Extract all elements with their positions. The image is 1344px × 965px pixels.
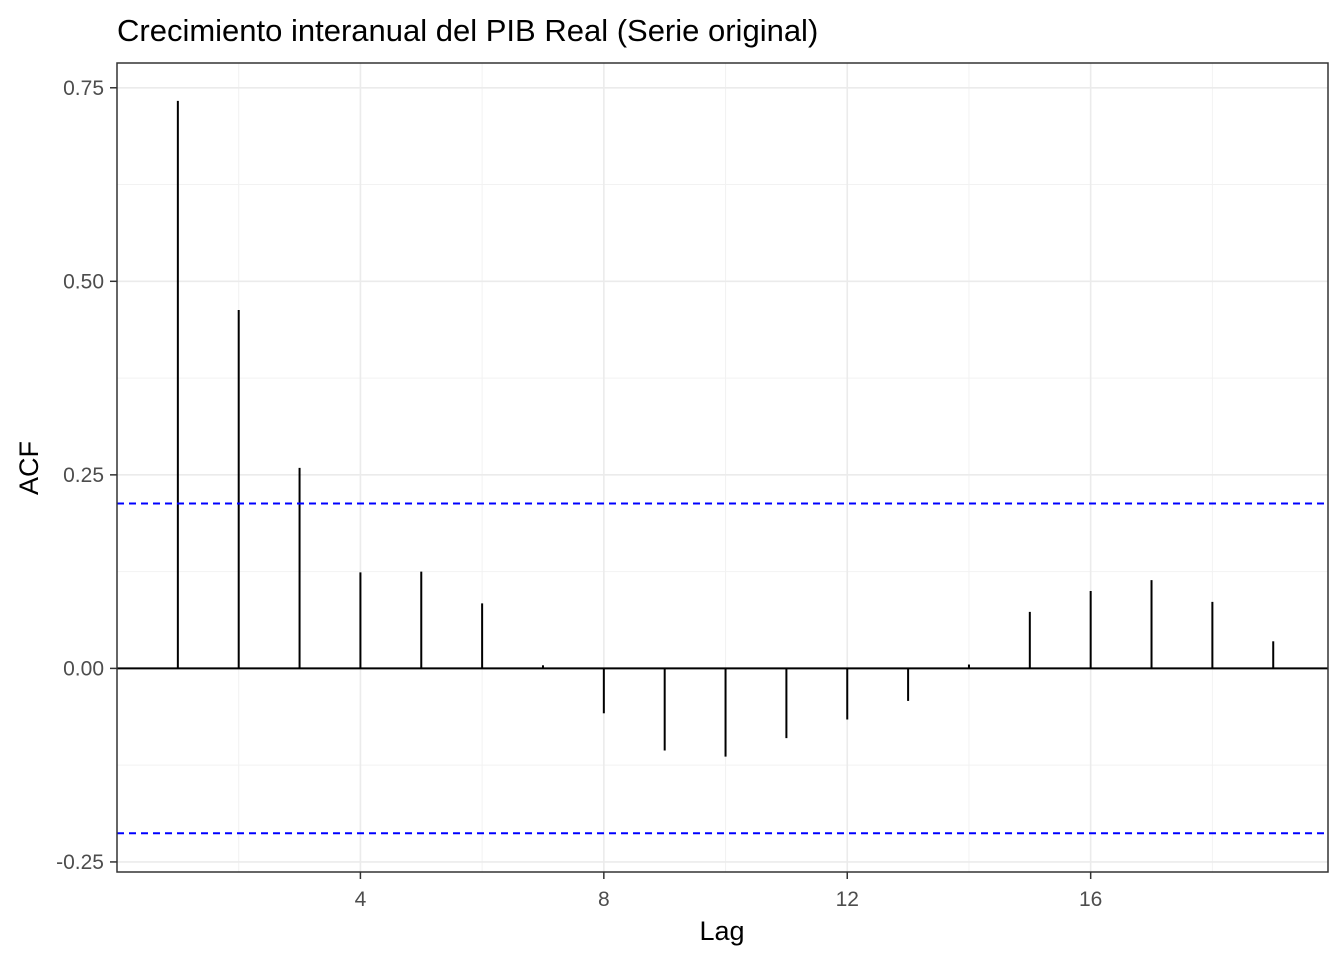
axis-ticks: 4 8 12 16 -0.25 0.00 0.25 0.50 0.75 — [56, 77, 1102, 911]
x-tick-label: 8 — [598, 888, 610, 911]
x-tick-label: 4 — [355, 888, 367, 911]
x-tick-label: 12 — [836, 888, 859, 911]
acf-bars — [176, 100, 1275, 757]
y-tick-label: -0.25 — [56, 851, 104, 874]
y-tick-label: 0.75 — [63, 77, 104, 100]
x-axis-title: Lag — [699, 916, 744, 946]
panel-border — [116, 62, 1329, 873]
x-tick-label: 16 — [1079, 888, 1102, 911]
chart-title: Crecimiento interanual del PIB Real (Ser… — [117, 13, 818, 48]
y-tick-label: 0.25 — [63, 464, 104, 487]
confidence-band — [117, 502, 1328, 835]
y-tick-label: 0.00 — [63, 657, 104, 680]
y-axis-title: ACF — [14, 441, 44, 495]
grid — [117, 63, 1328, 872]
y-tick-label: 0.50 — [63, 270, 104, 293]
